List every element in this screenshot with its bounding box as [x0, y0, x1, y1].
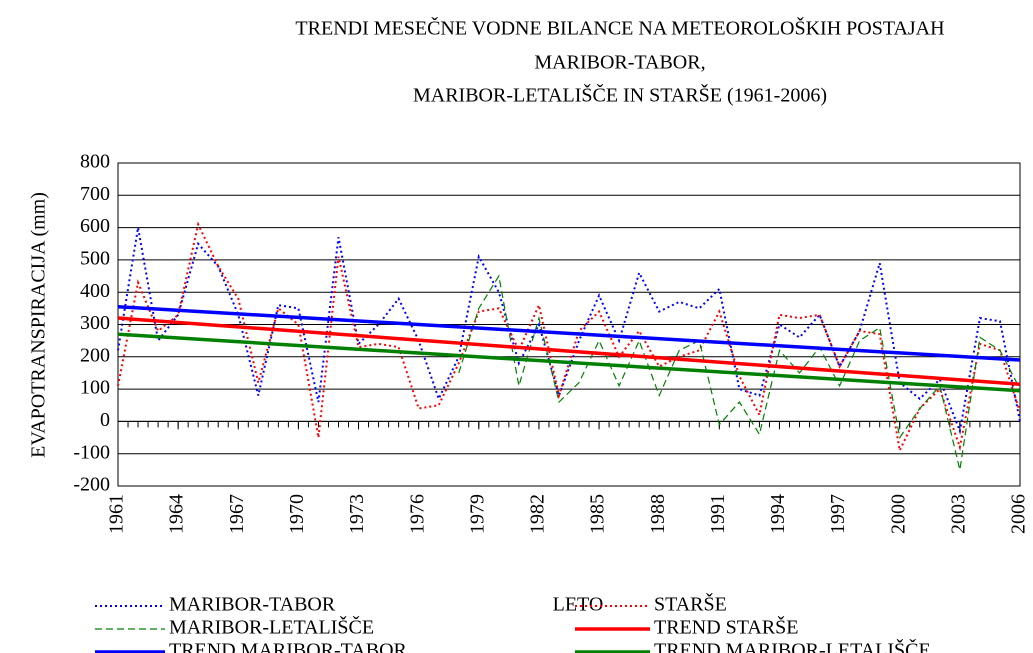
series-line	[117, 332, 1021, 393]
x-axis-label: LETO	[553, 594, 604, 616]
series-line	[117, 316, 1021, 387]
y-tick-label: 500	[80, 247, 110, 269]
x-tick-label: 1973	[346, 494, 368, 534]
legend-label: TREND MARIBOR-TABOR	[169, 640, 408, 653]
x-tick-label: 1982	[527, 494, 549, 534]
y-tick-label: 600	[80, 215, 110, 237]
x-tick-label: 1961	[106, 494, 128, 534]
legend-label: TREND STARŠE	[654, 615, 799, 639]
x-tick-label: 1970	[286, 494, 308, 534]
x-tick-label: 1964	[166, 494, 188, 534]
y-tick-label: -100	[73, 441, 110, 463]
y-tick-label: -200	[73, 474, 110, 496]
y-tick-label: 800	[80, 151, 110, 173]
x-tick-label: 2003	[947, 494, 969, 534]
plot-frame	[117, 162, 1021, 487]
y-tick-label: 300	[80, 312, 110, 334]
x-tick-label: 1991	[707, 494, 729, 534]
x-tick-label: 1994	[767, 494, 789, 534]
x-tick-label: 1997	[827, 494, 849, 534]
legend-label: MARIBOR-TABOR	[169, 594, 336, 616]
y-tick-label: 200	[80, 344, 110, 366]
y-tick-label: 100	[80, 377, 110, 399]
x-tick-label: 1976	[406, 494, 428, 534]
chart-title: TRENDI MESEČNE VODNE BILANCE NA METEOROL…	[295, 16, 944, 40]
x-tick-label: 1979	[466, 494, 488, 534]
series-line	[117, 304, 1021, 362]
legend-label: MARIBOR-LETALIŠČE	[169, 615, 374, 639]
chart-title: MARIBOR-TABOR,	[534, 52, 705, 74]
series-line	[117, 221, 1021, 454]
legend-label: TREND MARIBOR-LETALIŠČE	[654, 638, 931, 653]
chart-title: MARIBOR-LETALIŠČE IN STARŠE (1961-2006)	[413, 83, 827, 107]
y-tick-label: 400	[80, 280, 110, 302]
x-tick-label: 1985	[587, 494, 609, 534]
y-tick-label: 0	[100, 409, 110, 431]
series-line	[458, 274, 1021, 470]
x-tick-label: 1967	[226, 494, 248, 534]
y-axis-label: EVAPOTRANSPIRACIJA (mm)	[28, 192, 50, 458]
x-tick-label: 2006	[1008, 494, 1030, 534]
x-tick-label: 2000	[887, 494, 909, 534]
legend-label: STARŠE	[654, 592, 727, 616]
x-tick-label: 1988	[647, 494, 669, 534]
y-tick-label: 700	[80, 183, 110, 205]
